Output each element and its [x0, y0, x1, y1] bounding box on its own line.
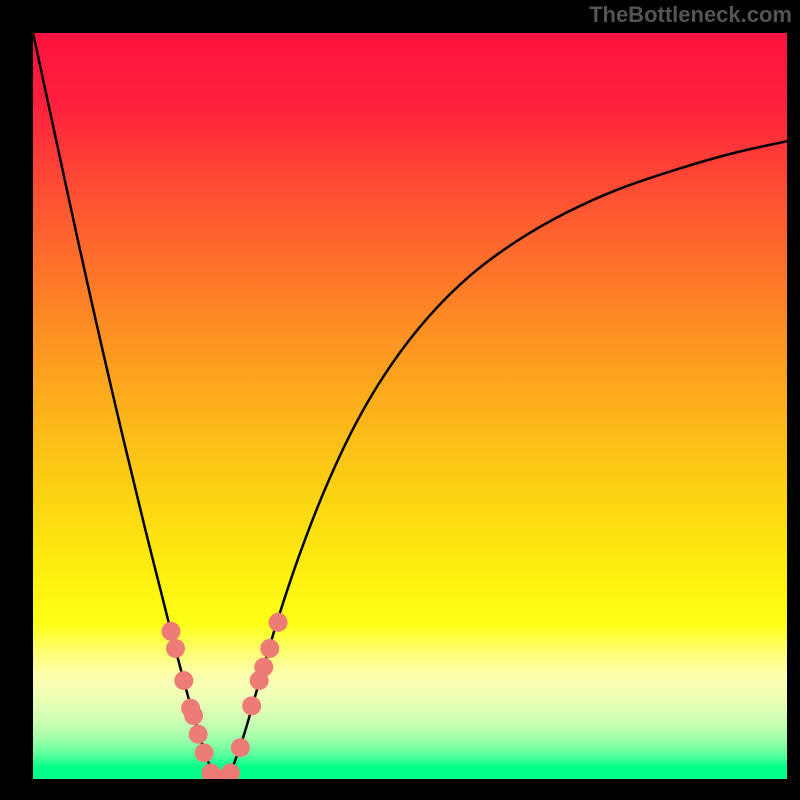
v-curve-left [33, 33, 222, 779]
data-marker [254, 658, 273, 677]
v-curve-right [222, 141, 788, 779]
data-marker [269, 613, 288, 632]
data-marker [260, 639, 279, 658]
data-marker [189, 725, 208, 744]
plot-area [33, 33, 787, 779]
data-marker [166, 639, 185, 658]
curve-layer [33, 33, 787, 779]
marker-group [161, 613, 287, 779]
figure-canvas: TheBottleneck.com [0, 0, 800, 800]
data-marker [161, 622, 180, 641]
data-marker [195, 743, 214, 762]
data-marker [242, 696, 261, 715]
watermark-text: TheBottleneck.com [589, 2, 792, 28]
data-marker [231, 738, 250, 757]
data-marker [184, 706, 203, 725]
data-marker [221, 764, 240, 779]
data-marker [174, 671, 193, 690]
